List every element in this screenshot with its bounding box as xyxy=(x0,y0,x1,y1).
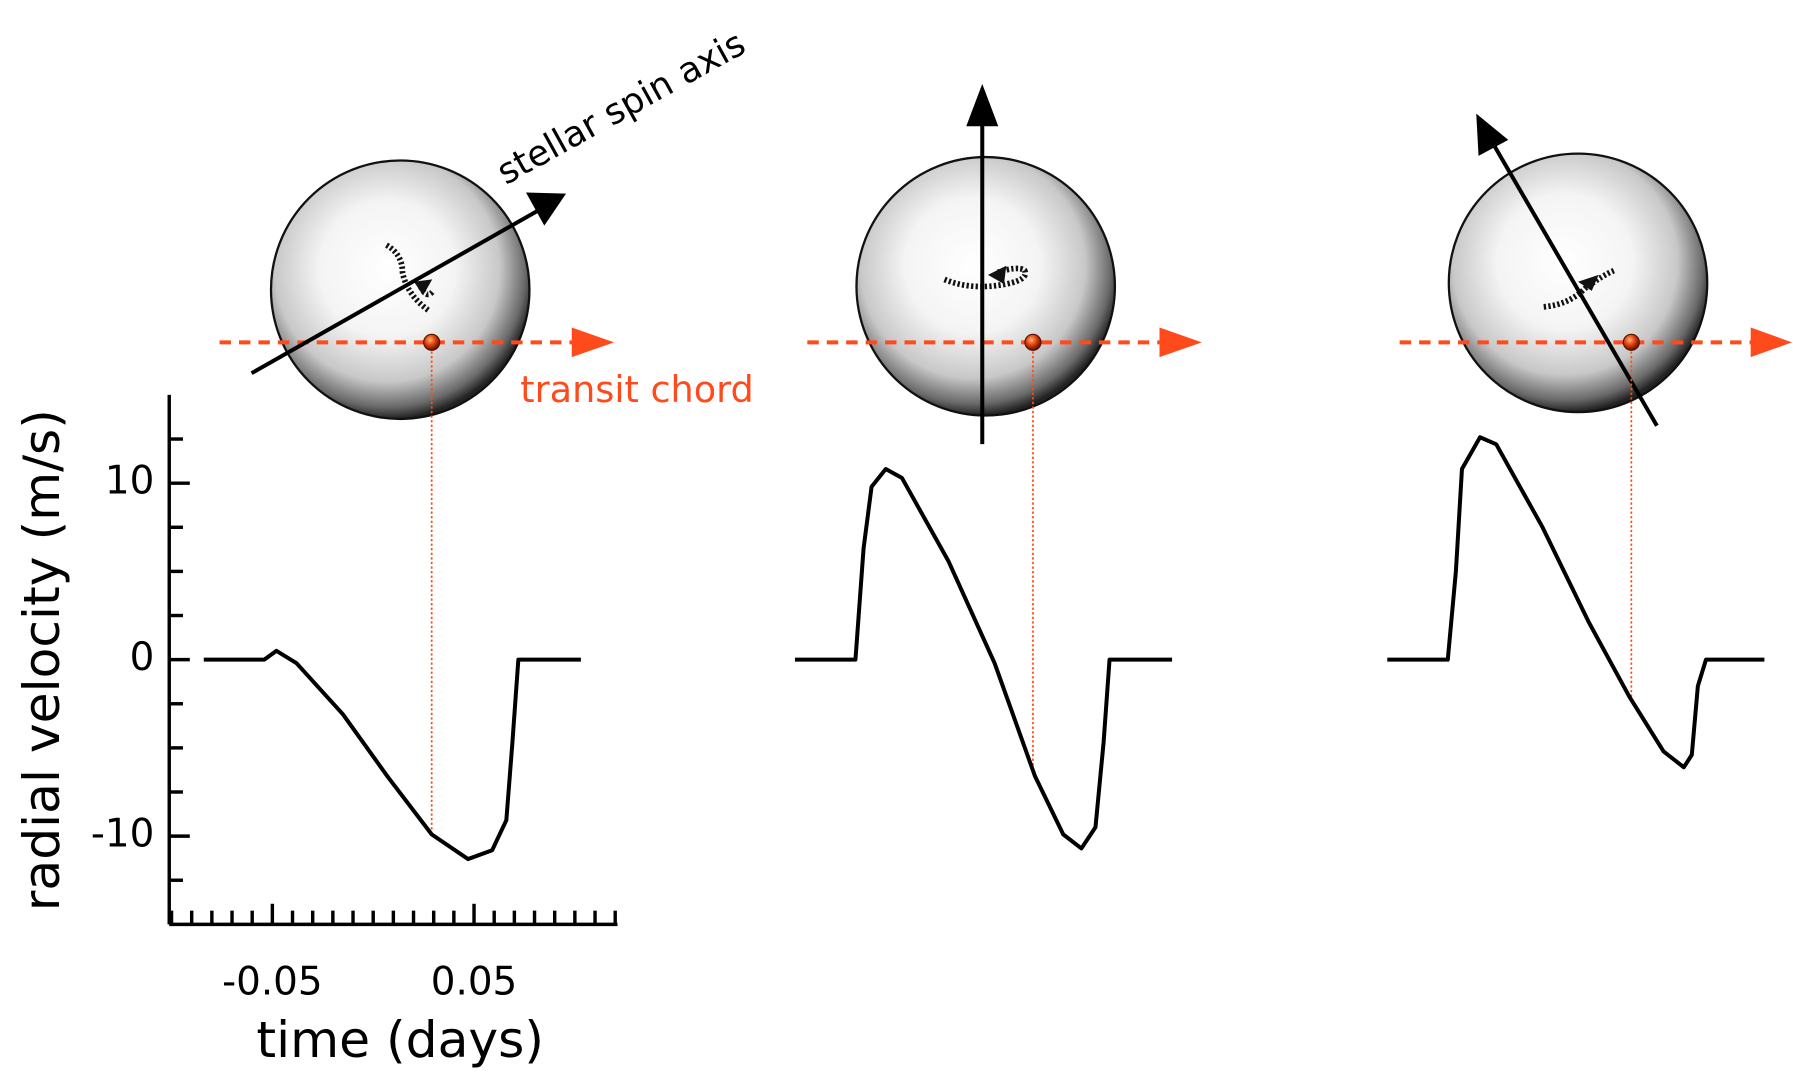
star xyxy=(1447,152,1709,414)
y-tick-label: 10 xyxy=(105,459,154,504)
planet xyxy=(423,333,441,351)
x-tick-label: -0.05 xyxy=(222,959,323,1004)
y-axis-title: radial velocity (m/s) xyxy=(12,409,71,911)
planet xyxy=(1024,333,1042,351)
rotation-arrowhead xyxy=(413,265,1599,296)
y-tick-label: -10 xyxy=(91,812,154,857)
x-axis-title: time (days) xyxy=(256,1010,544,1069)
chord-arrowhead xyxy=(571,327,1792,358)
rv-curve xyxy=(794,467,1173,851)
planet xyxy=(1622,333,1640,351)
spin-axis xyxy=(250,120,1659,445)
transit-chord-label: transit chord xyxy=(520,368,753,411)
y-tick-label: 0 xyxy=(130,635,155,680)
spin-axis-arrowhead xyxy=(526,83,1509,226)
x-tick-label: 0.05 xyxy=(431,959,518,1004)
spin-axis-label: stellar spin axis xyxy=(490,23,752,193)
rv-curve xyxy=(1387,435,1765,770)
rv-curve xyxy=(203,648,581,862)
